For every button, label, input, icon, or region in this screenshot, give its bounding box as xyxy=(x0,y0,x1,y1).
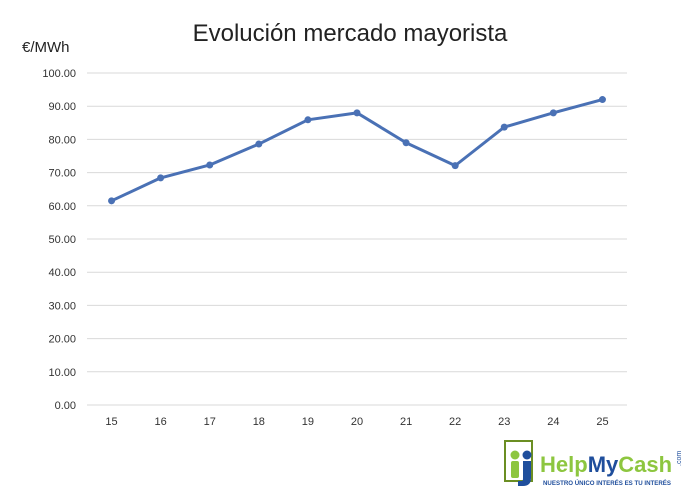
y-tick-label: 40.00 xyxy=(48,267,76,279)
y-tick-label: 100.00 xyxy=(42,68,76,80)
y-tick-label: 90.00 xyxy=(48,101,76,113)
data-point xyxy=(255,140,263,148)
chart-title: Evolución mercado mayorista xyxy=(193,20,508,47)
y-axis-ticks: 0.00 10.00 20.00 30.00 40.00 50.00 60.00 70.00 8… xyxy=(42,68,76,412)
data-point xyxy=(353,109,361,117)
x-tick-label: 24 xyxy=(547,416,559,428)
x-tick-label: 20 xyxy=(351,416,363,428)
y-tick-label: 50.00 xyxy=(48,234,76,246)
logo-domain: .com xyxy=(676,451,683,466)
helpmycash-logo: HelpMyCash .com NUESTRO ÚNICO INTERÉS ES… xyxy=(504,440,683,487)
gridlines xyxy=(87,72,627,406)
x-tick-label: 18 xyxy=(253,416,265,428)
y-axis-unit-label: €/MWh xyxy=(22,39,70,56)
y-tick-label: 70.00 xyxy=(48,168,76,180)
data-point xyxy=(549,109,557,117)
x-tick-label: 21 xyxy=(400,416,412,428)
data-point xyxy=(157,174,165,182)
series-group xyxy=(108,96,606,205)
logo-figure-head-green xyxy=(510,450,520,460)
data-point xyxy=(598,96,606,104)
y-tick-label: 60.00 xyxy=(48,201,76,213)
data-point xyxy=(206,161,214,169)
logo-figure-body-blue xyxy=(518,461,531,486)
x-axis-ticks: 15 16 17 18 19 20 21 22 23 24 25 xyxy=(105,416,608,428)
x-tick-label: 19 xyxy=(302,416,314,428)
y-tick-label: 20.00 xyxy=(48,334,76,346)
logo-tagline: NUESTRO ÚNICO INTERÉS ES TU INTERÉS xyxy=(543,478,672,487)
y-tick-label: 10.00 xyxy=(48,367,76,379)
logo-figure-head-blue xyxy=(522,450,532,460)
logo-wordmark: HelpMyCash xyxy=(540,452,672,477)
y-tick-label: 30.00 xyxy=(48,300,76,312)
x-tick-label: 23 xyxy=(498,416,510,428)
x-tick-label: 17 xyxy=(204,416,216,428)
x-tick-label: 25 xyxy=(596,416,608,428)
logo-figure-body-green xyxy=(511,461,519,478)
y-tick-label: 0.00 xyxy=(55,400,76,412)
data-point xyxy=(402,139,410,147)
data-point xyxy=(108,197,116,205)
x-tick-label: 15 xyxy=(105,416,117,428)
x-tick-label: 22 xyxy=(449,416,461,428)
data-point xyxy=(304,116,312,124)
y-tick-label: 80.00 xyxy=(48,134,76,146)
x-tick-label: 16 xyxy=(155,416,167,428)
data-point xyxy=(500,123,508,131)
data-point xyxy=(451,162,459,170)
